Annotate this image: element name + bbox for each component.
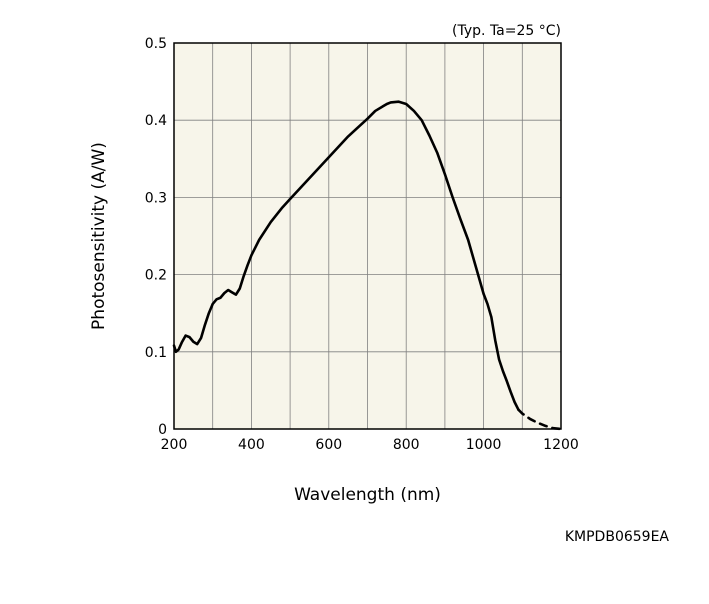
curve-extrapolated-segment	[517, 408, 563, 431]
y-axis-label: Photosensitivity (A/W)	[89, 142, 109, 330]
x-tick-label: 400	[238, 437, 265, 453]
y-tick-label: 0.1	[145, 345, 167, 361]
condition-note: (Typ. Ta=25 °C)	[452, 23, 561, 39]
x-tick-label: 800	[393, 437, 420, 453]
figure-code: KMPDB0659EA	[565, 529, 670, 545]
x-tick-label: 1000	[466, 437, 502, 453]
plot-frame	[173, 42, 562, 430]
axis-ticks: 200 400 600 800 1000 1200 0 0.1 0.2 0.3 0.4 0.5	[145, 36, 579, 453]
x-tick-label: 1200	[543, 437, 579, 453]
y-tick-label: 0.5	[145, 36, 167, 52]
y-tick-label: 0.3	[145, 190, 167, 206]
y-tick-label: 0.2	[145, 268, 167, 284]
x-tick-label: 200	[161, 437, 188, 453]
photosensitivity-curve	[172, 100, 563, 431]
curve-measured-segment	[172, 100, 520, 412]
y-tick-label: 0	[158, 422, 167, 438]
y-tick-label: 0.4	[145, 113, 167, 129]
x-axis-label: Wavelength (nm)	[294, 485, 441, 505]
x-tick-label: 600	[315, 437, 342, 453]
